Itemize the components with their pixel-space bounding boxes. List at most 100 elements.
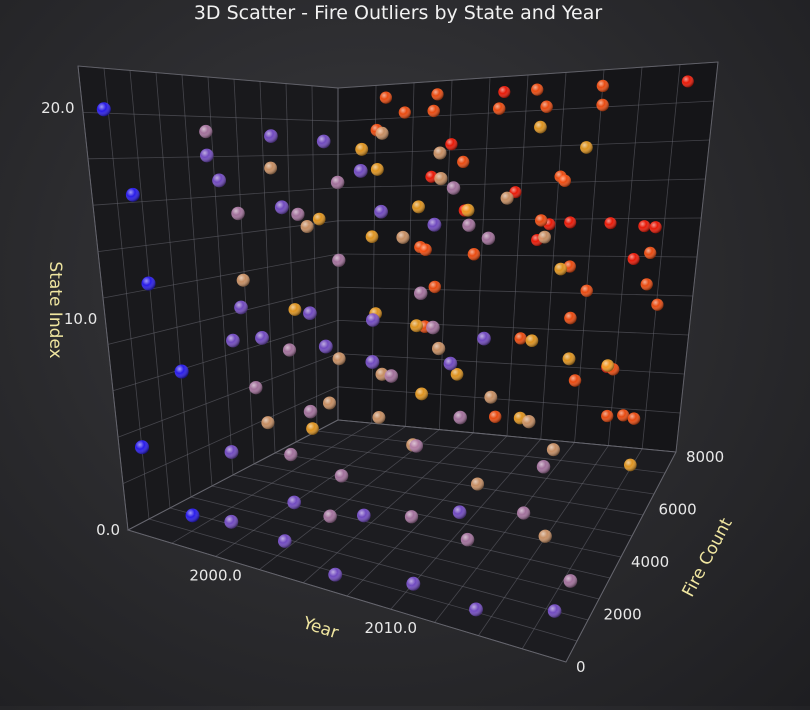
data-point-shade bbox=[330, 175, 345, 190]
y-tick-label: 20.0 bbox=[41, 99, 74, 117]
grid-line bbox=[337, 139, 710, 155]
data-point-shade bbox=[601, 409, 614, 423]
data-point-shade bbox=[398, 106, 411, 119]
data-point-shade bbox=[558, 174, 571, 187]
data-point-shade bbox=[443, 356, 458, 371]
data-point-shade bbox=[226, 333, 240, 348]
data-point-shade bbox=[531, 83, 544, 96]
data-point-shade bbox=[396, 230, 410, 244]
data-point-shade bbox=[681, 75, 694, 88]
data-point-shade bbox=[617, 409, 630, 422]
data-point-shade bbox=[291, 207, 305, 221]
z-axis-title: Fire Count bbox=[679, 515, 737, 601]
data-point-shade bbox=[332, 352, 346, 366]
data-point-shade bbox=[427, 104, 440, 118]
data-point-shade bbox=[412, 200, 425, 214]
z-tick-label: 0 bbox=[576, 658, 586, 676]
data-point-shade bbox=[580, 141, 593, 154]
data-point-shade bbox=[434, 172, 448, 186]
data-point-shade bbox=[410, 319, 423, 333]
data-point-shade bbox=[431, 88, 444, 101]
data-point-shade bbox=[278, 534, 292, 548]
data-point-shade bbox=[493, 102, 506, 115]
x-axis-line bbox=[127, 529, 567, 663]
data-point-shade bbox=[446, 181, 461, 195]
data-point-shade bbox=[334, 469, 349, 483]
data-point-shade bbox=[323, 396, 336, 410]
z-tick-label: 2000 bbox=[604, 606, 642, 624]
data-point-shade bbox=[414, 286, 428, 300]
grid-line bbox=[233, 79, 255, 465]
data-point-shade bbox=[419, 243, 432, 256]
data-point-shade bbox=[547, 604, 562, 618]
data-point-shade bbox=[236, 273, 250, 287]
data-point-shade bbox=[374, 204, 388, 219]
data-point-shade bbox=[445, 138, 458, 151]
data-point-shade bbox=[261, 416, 275, 430]
data-point-shade bbox=[649, 221, 662, 234]
data-point-shade bbox=[471, 477, 484, 491]
data-point-shade bbox=[460, 532, 475, 547]
data-point-shade bbox=[481, 231, 496, 245]
data-point-shade bbox=[366, 313, 380, 327]
grid-line bbox=[337, 61, 719, 89]
data-point-shade bbox=[462, 218, 476, 232]
data-point-shade bbox=[234, 300, 248, 315]
data-point-shade bbox=[404, 510, 419, 524]
data-point-shade bbox=[514, 332, 527, 345]
data-point-shade bbox=[638, 220, 651, 233]
data-point-shade bbox=[135, 440, 149, 455]
data-point-shade bbox=[415, 387, 428, 401]
grid-line bbox=[285, 83, 297, 443]
data-point-shade bbox=[372, 411, 386, 424]
data-point-shade bbox=[353, 164, 368, 178]
data-point-shade bbox=[538, 529, 552, 543]
data-point-shade bbox=[312, 212, 326, 226]
grid-line bbox=[77, 65, 339, 89]
data-point-shade bbox=[264, 129, 278, 143]
data-point-shade bbox=[564, 216, 577, 229]
data-point-shade bbox=[604, 217, 617, 230]
data-point-shade bbox=[433, 146, 447, 160]
data-point-shade bbox=[534, 120, 547, 134]
data-point-shade bbox=[538, 230, 551, 244]
data-point-shade bbox=[596, 79, 609, 92]
data-point-shade bbox=[450, 368, 464, 381]
grid-line bbox=[337, 419, 677, 453]
data-point-shade bbox=[274, 200, 289, 215]
grid-line bbox=[434, 442, 575, 623]
data-point-shade bbox=[477, 331, 491, 346]
data-point-shade bbox=[355, 142, 369, 156]
data-point-shade bbox=[522, 415, 536, 429]
data-point-shade bbox=[535, 214, 548, 227]
data-point-shade bbox=[525, 334, 539, 348]
grid-line bbox=[521, 448, 643, 650]
x-tick-label: 2010.0 bbox=[365, 619, 418, 637]
data-point-shade bbox=[303, 306, 317, 321]
data-point-shade bbox=[316, 134, 331, 149]
data-point-shade bbox=[125, 187, 140, 202]
y-axis-line bbox=[77, 65, 129, 531]
data-point-shade bbox=[457, 155, 470, 168]
data-point-shade bbox=[580, 284, 593, 297]
data-point-shade bbox=[640, 278, 653, 291]
data-point-shade bbox=[370, 163, 384, 176]
data-point-shade bbox=[185, 508, 200, 523]
grid-line bbox=[608, 67, 643, 446]
data-point-shade bbox=[500, 191, 514, 205]
data-point-shade bbox=[365, 355, 380, 369]
data-point-shade bbox=[627, 412, 641, 425]
data-point-shade bbox=[200, 148, 214, 163]
grid-line bbox=[259, 81, 276, 454]
data-point-shade bbox=[300, 220, 314, 233]
data-point-shade bbox=[379, 91, 392, 104]
grid-line bbox=[337, 178, 706, 188]
data-point-shade bbox=[323, 509, 337, 523]
chart-title: 3D Scatter - Fire Outliers by State and … bbox=[194, 2, 603, 24]
data-point-shade bbox=[212, 173, 227, 188]
data-point-shade bbox=[554, 262, 567, 276]
grid-line bbox=[97, 220, 339, 252]
grid-line bbox=[295, 441, 655, 495]
data-point-shade bbox=[365, 230, 379, 243]
